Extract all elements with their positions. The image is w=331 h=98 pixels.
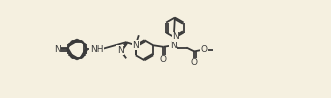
- Text: N: N: [172, 32, 179, 41]
- Text: N: N: [117, 46, 123, 55]
- Text: O: O: [160, 55, 167, 64]
- Text: O: O: [191, 59, 198, 67]
- Text: NH: NH: [90, 45, 103, 54]
- Text: N: N: [170, 41, 177, 50]
- Text: N: N: [54, 45, 61, 54]
- Text: O: O: [200, 45, 207, 54]
- Text: N: N: [132, 41, 139, 50]
